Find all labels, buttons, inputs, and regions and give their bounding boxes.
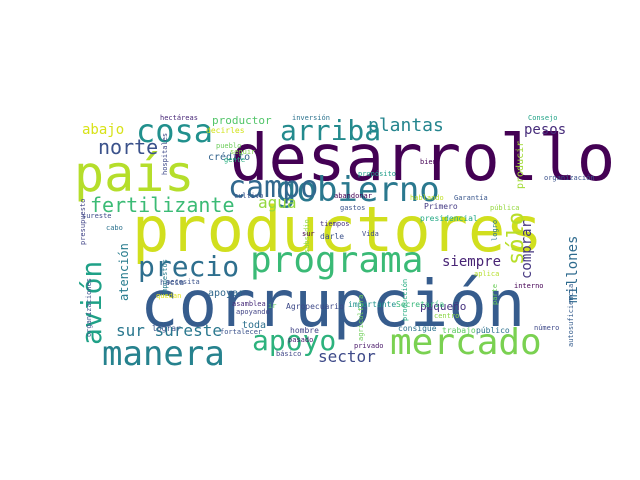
word-apoyando: apoyando — [236, 308, 270, 316]
word-interno: interno — [514, 282, 544, 290]
word-bien: bien — [420, 158, 437, 166]
word-pesos: pesos — [524, 122, 567, 138]
word-público: público — [476, 326, 510, 335]
word-consigue: consigue — [398, 324, 437, 333]
word-cabo: cabo — [106, 224, 123, 232]
word-presidencial: presidencial — [420, 214, 478, 223]
word-pasado: pasado — [288, 336, 314, 344]
word-número: número — [534, 324, 560, 332]
word-toda: toda — [242, 320, 267, 331]
word-agropecuario: Agropecuario — [286, 302, 344, 311]
word-sur-sureste: sur sureste — [116, 321, 222, 340]
word-siempre: siempre — [442, 254, 502, 270]
word-primero: Primero — [424, 202, 458, 211]
word-sureste: sureste — [82, 212, 112, 220]
word-gobierno: gobierno — [276, 170, 440, 210]
word-sur: sur — [302, 230, 315, 238]
word-atención: atención — [117, 243, 131, 301]
word-precio: precio — [138, 250, 240, 283]
word-secretaría: Secretaría — [396, 300, 445, 309]
word-pueblo: pueblo — [216, 142, 242, 150]
word-plantas: plantas — [368, 115, 444, 136]
word-asamblea: asamblea — [232, 300, 266, 308]
word-hablando: hablando — [410, 194, 444, 202]
word-abajo: abajo — [82, 122, 125, 138]
word-apoyar: apoyar — [208, 288, 245, 299]
word-seguir: seguir — [230, 148, 256, 156]
word-producción: producción — [401, 278, 409, 321]
word-cosa: cosa — [136, 112, 214, 150]
word-trabajo: trabajo — [442, 326, 476, 335]
word-propósito: propósito — [358, 170, 396, 178]
word-corrupción: corrupción — [140, 268, 526, 342]
word-inversión: inversión — [292, 114, 330, 122]
word-aplica: aplica — [474, 270, 500, 278]
word-cloud: corrupción desarrollo productores país gobie… — [74, 112, 615, 372]
word-autosuficiencia: autosuficiencia — [567, 283, 575, 347]
word-agua: agua — [258, 193, 297, 212]
word-país: país — [74, 145, 195, 203]
word-mercado: mercado — [390, 322, 542, 363]
word-comprar: comprar — [519, 219, 535, 279]
word-hospitales: hospitales — [161, 132, 169, 175]
word-centro: centro — [434, 312, 460, 320]
word-vida: Vida — [362, 230, 379, 238]
word-básico: básico — [276, 350, 302, 358]
word-quedan: quedan — [156, 292, 182, 300]
word-presupuesto: presupuesto — [79, 198, 87, 245]
word-productores: productores — [132, 193, 543, 266]
word-arriba: arriba — [280, 114, 382, 147]
word-manera: manera — [102, 334, 225, 374]
word-lograr: lograr — [152, 324, 181, 333]
word-crédito: crédito — [208, 152, 251, 163]
word-hectáreas: hectáreas — [160, 114, 198, 122]
word-norte: norte — [98, 135, 159, 159]
word-cultivo: cultivo — [234, 192, 264, 200]
word-gastos: gastos — [340, 204, 366, 212]
word-importante: importante — [348, 300, 397, 309]
word-consejo: Consejo — [528, 114, 558, 122]
word-agricultura: agricultura — [357, 294, 365, 341]
word-programa: programa — [250, 240, 424, 281]
word-organización: organización — [544, 174, 595, 182]
word-sector: sector — [318, 347, 376, 366]
word-privado: privado — [354, 342, 384, 350]
word-parte: parte — [491, 283, 499, 305]
word-garantía: Garantía — [454, 194, 488, 202]
word-productor: productor — [212, 114, 272, 127]
word-tiempos: tiempos — [320, 220, 350, 228]
word-ir: ir — [268, 302, 277, 310]
word-producir: producir — [515, 140, 526, 189]
word-necesita: necesita — [166, 278, 200, 286]
word-hombre: hombre — [290, 326, 319, 335]
word-campo: campo — [228, 170, 319, 205]
word-fertilizante: fertilizante — [90, 193, 235, 217]
word-organizaciones: organizaciones — [85, 277, 93, 337]
word-desarrollo: desarrollo — [230, 122, 616, 196]
word-gente: gente — [224, 156, 246, 164]
word-fortalecer: fortalecer — [220, 328, 263, 336]
word-logro: logro — [491, 219, 499, 241]
word-pequeño: pequeño — [420, 300, 467, 313]
word-hacia: hacia — [160, 278, 185, 287]
word-darle: darle — [320, 232, 345, 241]
word-abandonar: abandonar — [334, 192, 372, 200]
word-pública: pública — [490, 204, 520, 212]
word-decirles: decirles — [206, 126, 245, 135]
word-apoyo: apoyo — [252, 324, 337, 357]
